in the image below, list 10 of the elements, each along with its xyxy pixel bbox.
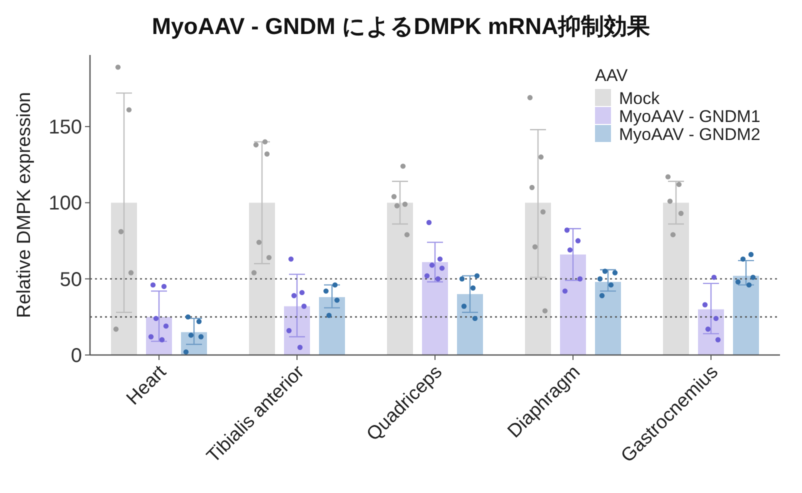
legend-label: Mock xyxy=(619,89,660,108)
legend-label: MyoAAV - GNDM1 xyxy=(619,107,760,126)
legend-label: MyoAAV - GNDM2 xyxy=(619,125,760,144)
chart-title: MyoAAV - GNDM によるDMPK mRNA抑制効果 xyxy=(152,13,650,39)
y-tick-label: 100 xyxy=(48,192,82,215)
legend-title: AAV xyxy=(595,66,628,85)
y-tick-label: 150 xyxy=(48,116,82,139)
y-tick-label: 0 xyxy=(70,345,82,367)
y-tick-label: 50 xyxy=(60,268,82,291)
y-axis-title: Relative DMPK expression xyxy=(14,92,35,318)
